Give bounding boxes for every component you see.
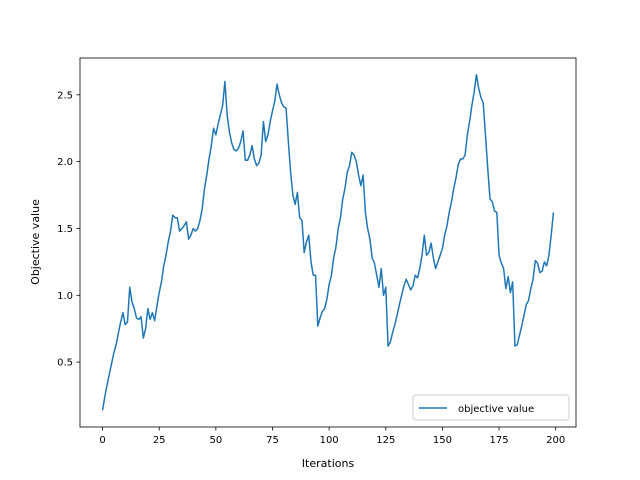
legend-label: objective value [458, 404, 534, 415]
x-tick-label: 200 [546, 435, 565, 446]
y-tick-label: 1.5 [57, 224, 73, 235]
x-axis-label: Iterations [302, 457, 355, 470]
y-tick-label: 2.5 [57, 90, 73, 101]
x-tick-label: 25 [153, 435, 166, 446]
y-tick-label: 2.0 [57, 157, 73, 168]
x-tick-label: 150 [433, 435, 452, 446]
y-axis-label: Objective value [29, 199, 42, 285]
line-series [101, 74, 555, 411]
axes-frame [79, 57, 577, 428]
x-tick-label: 0 [99, 435, 105, 446]
y-tick-label: 0.5 [57, 358, 73, 369]
x-tick-label: 125 [376, 435, 395, 446]
x-tick-label: 75 [266, 435, 279, 446]
x-tick-label: 175 [490, 435, 509, 446]
y-tick-label: 1.0 [57, 291, 73, 302]
x-tick-label: 100 [320, 435, 339, 446]
legend-box [412, 394, 570, 421]
x-tick-label: 50 [209, 435, 222, 446]
